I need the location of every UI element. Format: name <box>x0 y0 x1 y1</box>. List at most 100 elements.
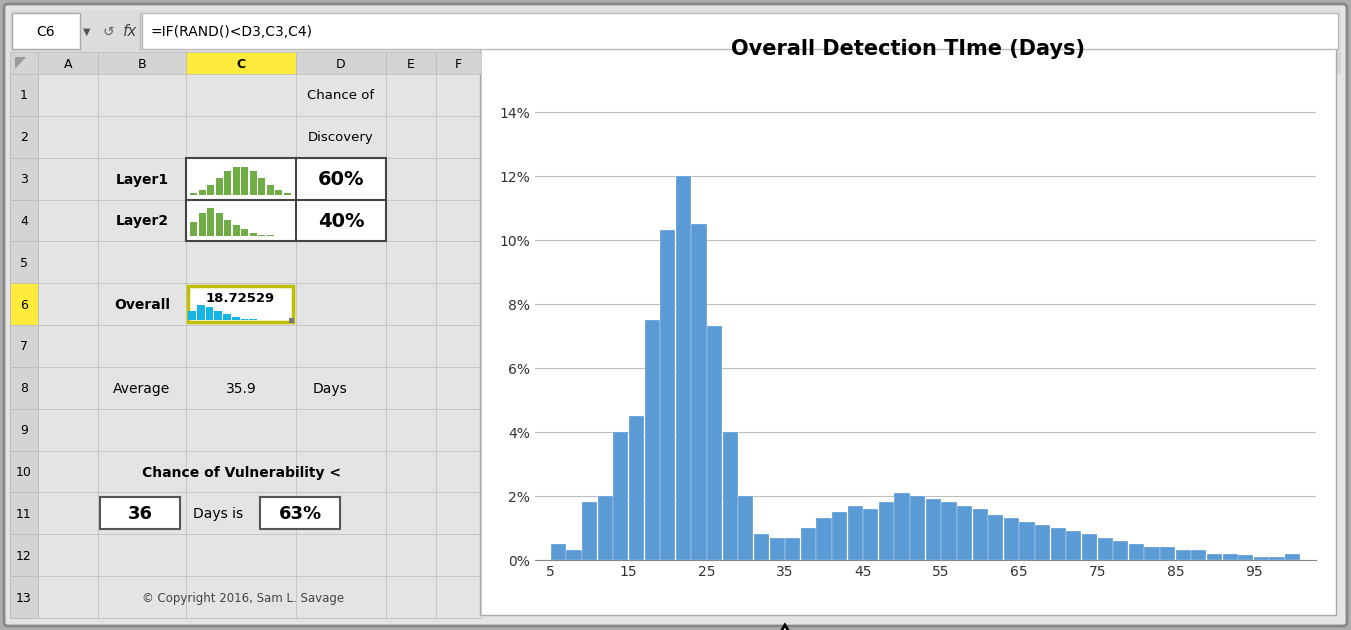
Bar <box>9 52 38 74</box>
Text: C: C <box>236 57 246 71</box>
Bar <box>801 528 816 560</box>
Bar <box>9 10 1342 52</box>
Bar <box>289 318 295 323</box>
Bar <box>249 319 257 320</box>
Bar <box>1206 554 1223 560</box>
Bar <box>250 171 257 195</box>
Text: 10: 10 <box>16 466 32 479</box>
Bar <box>770 537 785 560</box>
Bar <box>973 509 988 560</box>
Bar <box>661 231 676 560</box>
Bar <box>207 209 215 236</box>
Bar <box>188 286 293 322</box>
Bar <box>613 432 628 560</box>
Text: 13: 13 <box>16 592 32 605</box>
Bar <box>190 193 197 195</box>
Bar <box>644 320 659 560</box>
Bar <box>816 518 832 560</box>
Bar <box>863 509 878 560</box>
Bar <box>880 502 894 560</box>
Bar <box>582 502 597 560</box>
Bar <box>1238 555 1254 560</box>
Bar <box>1192 551 1206 560</box>
Bar <box>1161 547 1175 560</box>
Bar <box>199 213 205 236</box>
Bar <box>597 496 613 560</box>
Bar <box>9 158 38 200</box>
Text: 12: 12 <box>16 550 32 563</box>
Bar <box>1051 528 1066 560</box>
Text: 40%: 40% <box>317 212 365 231</box>
Bar <box>258 234 265 236</box>
Text: 7: 7 <box>20 340 28 353</box>
Bar <box>832 512 847 560</box>
Text: Overall Detection TIme (Days): Overall Detection TIme (Days) <box>731 39 1085 59</box>
Bar <box>480 15 1336 615</box>
Text: 2: 2 <box>20 131 28 144</box>
Bar <box>216 178 223 195</box>
Bar <box>386 52 436 74</box>
Bar <box>957 506 973 560</box>
Bar <box>1004 518 1019 560</box>
Bar <box>9 74 38 116</box>
Bar <box>436 52 481 74</box>
Bar <box>9 534 38 576</box>
Bar <box>190 222 197 236</box>
Bar <box>9 200 38 241</box>
Text: Overall: Overall <box>113 298 170 312</box>
Bar <box>894 493 909 560</box>
Bar <box>785 537 800 560</box>
Polygon shape <box>15 57 26 69</box>
Text: 9: 9 <box>20 424 28 437</box>
Bar <box>9 241 38 284</box>
Text: 3: 3 <box>20 173 28 186</box>
Text: D: D <box>336 57 346 71</box>
Text: Layer1: Layer1 <box>115 173 169 186</box>
Bar <box>100 498 180 529</box>
Bar <box>215 311 222 320</box>
Text: C6: C6 <box>36 25 55 39</box>
Bar <box>259 498 340 529</box>
Bar <box>232 317 239 320</box>
Text: 36: 36 <box>127 505 153 524</box>
Text: ↺: ↺ <box>103 25 113 39</box>
Bar <box>738 496 754 560</box>
Text: 4: 4 <box>20 215 28 228</box>
Bar <box>284 193 290 195</box>
Bar <box>551 544 566 560</box>
Bar <box>1066 531 1081 560</box>
Text: 11: 11 <box>16 508 32 521</box>
Bar <box>707 326 723 560</box>
Bar <box>199 190 205 195</box>
Bar <box>692 224 707 560</box>
Text: 35.9: 35.9 <box>226 382 257 396</box>
Bar <box>1113 541 1128 560</box>
Bar <box>942 502 957 560</box>
Bar <box>142 13 1337 49</box>
Bar <box>186 52 296 74</box>
Text: 6: 6 <box>20 299 28 312</box>
Text: ▼: ▼ <box>84 27 91 37</box>
Text: Chance of Vulnerability <: Chance of Vulnerability < <box>142 466 340 479</box>
Bar <box>676 176 690 560</box>
Bar <box>205 307 213 320</box>
Text: Layer2: Layer2 <box>115 214 169 229</box>
Text: 63%: 63% <box>278 505 322 524</box>
Text: Average: Average <box>113 382 170 396</box>
Bar <box>99 52 186 74</box>
Bar <box>9 450 38 493</box>
Bar <box>566 551 582 560</box>
Bar <box>1254 557 1269 560</box>
Bar <box>224 220 231 236</box>
Bar <box>250 232 257 236</box>
Bar <box>1129 544 1144 560</box>
Text: 18.72529: 18.72529 <box>205 292 276 306</box>
Bar <box>723 432 738 560</box>
Text: A: A <box>63 57 72 71</box>
Text: F: F <box>455 57 462 71</box>
Text: Chance of: Chance of <box>308 89 374 103</box>
Bar <box>9 116 38 158</box>
Bar <box>1270 557 1285 560</box>
Bar <box>9 367 38 409</box>
Bar <box>38 52 99 74</box>
